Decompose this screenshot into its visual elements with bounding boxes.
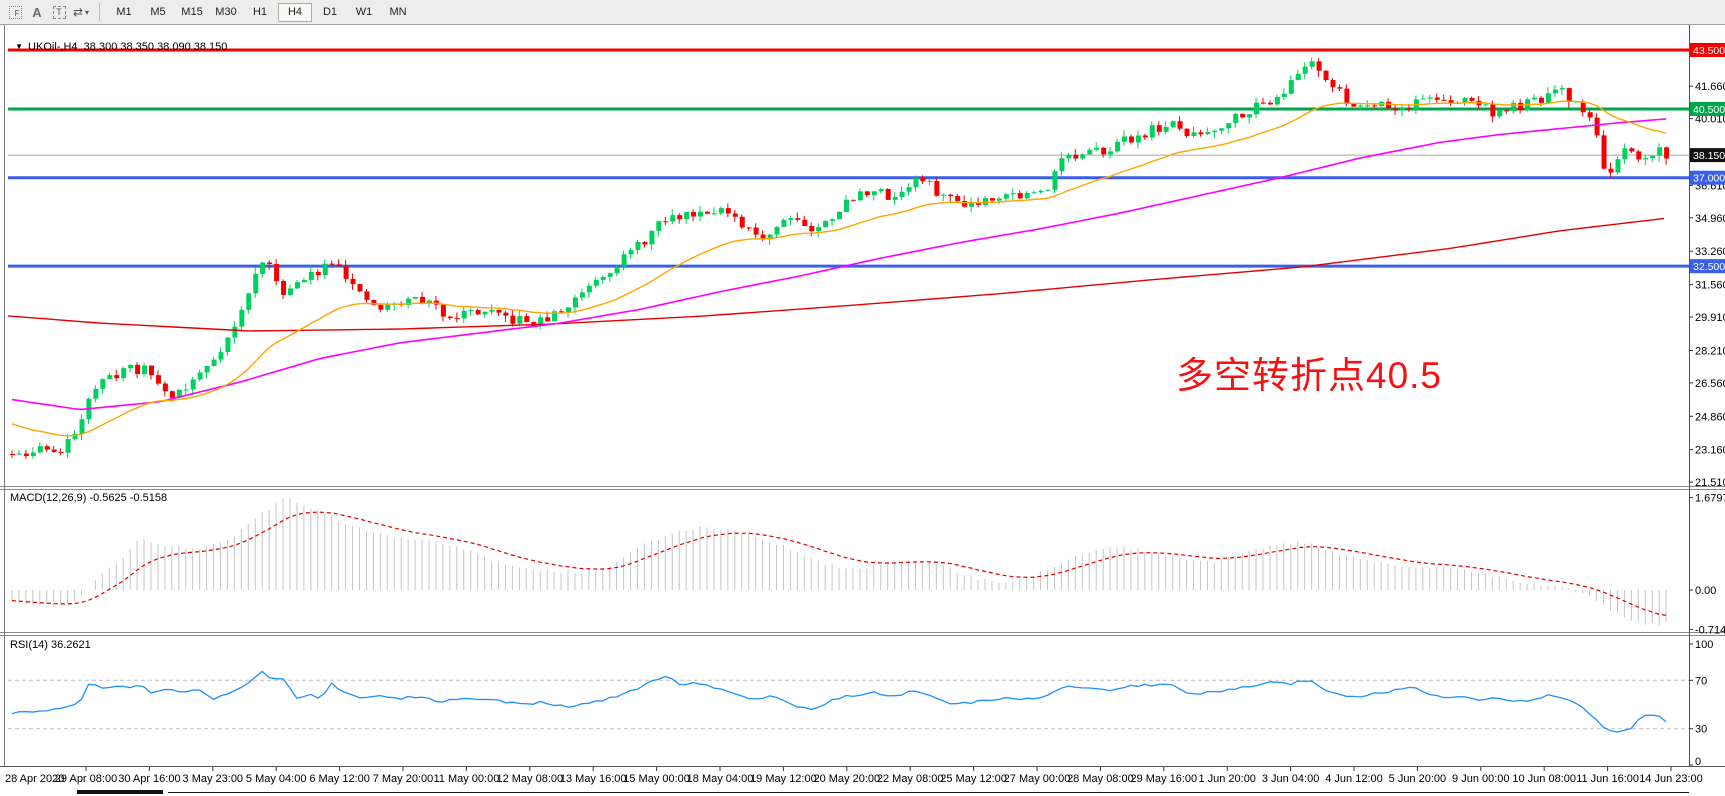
svg-text:4 Jun 12:00: 4 Jun 12:00 [1325, 773, 1383, 785]
text-label-icon: T [52, 5, 66, 19]
svg-text:1 Jun 20:00: 1 Jun 20:00 [1198, 773, 1256, 785]
fibonacci-icon: F [8, 5, 22, 19]
svg-text:14 Jun 23:00: 14 Jun 23:00 [1639, 773, 1703, 785]
svg-text:3 May 23:00: 3 May 23:00 [183, 773, 244, 785]
svg-text:41.660: 41.660 [1695, 81, 1725, 93]
svg-text:28 Apr 2020: 28 Apr 2020 [5, 773, 64, 785]
svg-text:6 May 12:00: 6 May 12:00 [309, 773, 370, 785]
timeframe-button-M5[interactable]: M5 [150, 5, 166, 18]
symbol-dropdown-caret-icon[interactable]: ▼ [15, 42, 24, 51]
text-tool-button[interactable]: A [26, 2, 48, 22]
svg-text:5 May 04:00: 5 May 04:00 [246, 773, 307, 785]
svg-text:40.500: 40.500 [1693, 104, 1725, 116]
svg-text:33.260: 33.260 [1695, 246, 1725, 258]
svg-text:0: 0 [1695, 756, 1701, 768]
timeframe-button-M15[interactable]: M15 [181, 5, 203, 18]
svg-text:18 May 04:00: 18 May 04:00 [687, 773, 754, 785]
svg-text:11 May 00:00: 11 May 00:00 [433, 773, 499, 785]
svg-text:0.00: 0.00 [1695, 585, 1716, 597]
svg-text:30: 30 [1695, 724, 1707, 736]
svg-text:3 Jun 04:00: 3 Jun 04:00 [1262, 773, 1320, 785]
chart-title-text: UKOil-,H4 38.300 38.350 38.090 38.150 [28, 41, 228, 53]
timeframe-button-M1[interactable]: M1 [116, 5, 132, 18]
svg-text:100: 100 [1695, 639, 1713, 651]
arrows-icon: ⇄ [72, 5, 84, 19]
svg-text:25 May 12:00: 25 May 12:00 [940, 773, 1007, 785]
svg-text:29.910: 29.910 [1695, 312, 1725, 324]
svg-text:21.510: 21.510 [1695, 477, 1725, 489]
toolbar-separator [99, 3, 100, 21]
svg-text:34.960: 34.960 [1695, 213, 1725, 225]
svg-text:11 Jun 16:00: 11 Jun 16:00 [1576, 773, 1639, 785]
svg-text:22 May 08:00: 22 May 08:00 [877, 773, 944, 785]
timeframe-button-H1[interactable]: H1 [252, 5, 268, 18]
svg-text:15 May 00:00: 15 May 00:00 [623, 773, 690, 785]
svg-text:31.560: 31.560 [1695, 280, 1725, 292]
svg-text:29 May 16:00: 29 May 16:00 [1130, 773, 1197, 785]
svg-text:9 Jun 00:00: 9 Jun 00:00 [1452, 773, 1510, 785]
svg-text:28.210: 28.210 [1695, 345, 1725, 357]
svg-text:24.860: 24.860 [1695, 411, 1725, 423]
svg-text:13 May 16:00: 13 May 16:00 [560, 773, 627, 785]
svg-text:10 Jun 08:00: 10 Jun 08:00 [1512, 773, 1576, 785]
chart-text-annotation[interactable]: 多空转折点40.5 [1176, 355, 1443, 396]
timeframe-button-M30[interactable]: M30 [215, 5, 237, 18]
rsi-indicator-label: RSI(14) 36.2621 [10, 639, 91, 651]
horizontal-scrollbar-track-line [168, 792, 1689, 793]
svg-text:12 May 08:00: 12 May 08:00 [496, 773, 563, 785]
svg-text:19 May 12:00: 19 May 12:00 [750, 773, 817, 785]
svg-text:43.500: 43.500 [1693, 45, 1725, 57]
toolbar: F A T ⇄ ▾ M1 M5 M15 M30 H1 H4 D1 W1 MN [0, 0, 1725, 25]
svg-text:1.6797: 1.6797 [1695, 493, 1725, 505]
svg-text:27 May 00:00: 27 May 00:00 [1004, 773, 1071, 785]
svg-text:29 Apr 08:00: 29 Apr 08:00 [55, 773, 117, 785]
timeframe-button-MN[interactable]: MN [389, 5, 407, 18]
timeframe-button-H4[interactable]: H4 [278, 2, 312, 22]
dropdown-caret-icon: ▾ [85, 7, 90, 17]
arrows-tool-button[interactable]: ⇄ ▾ [70, 2, 92, 22]
chart-canvas[interactable]: 41.66040.01036.61034.96033.26031.56029.9… [0, 25, 1725, 796]
svg-text:40.010: 40.010 [1695, 114, 1725, 126]
svg-text:5 Jun 20:00: 5 Jun 20:00 [1389, 773, 1447, 785]
timeframe-button-D1[interactable]: D1 [322, 5, 338, 18]
svg-text:23.160: 23.160 [1695, 445, 1725, 457]
svg-text:70: 70 [1695, 675, 1707, 687]
svg-text:38.150: 38.150 [1693, 150, 1725, 162]
svg-text:28 May 08:00: 28 May 08:00 [1067, 773, 1134, 785]
horizontal-scrollbar-thumb[interactable] [77, 790, 163, 794]
text-label-tool-button[interactable]: T [48, 2, 70, 22]
timeframe-button-W1[interactable]: W1 [355, 5, 373, 18]
chart-title: ▼ UKOil-,H4 38.300 38.350 38.090 38.150 [9, 29, 227, 53]
macd-indicator-label: MACD(12,26,9) -0.5625 -0.5158 [10, 492, 168, 504]
svg-text:20 May 20:00: 20 May 20:00 [813, 773, 880, 785]
svg-text:-0.7149: -0.7149 [1695, 624, 1725, 636]
fibonacci-tool-button[interactable]: F [4, 2, 26, 22]
svg-text:26.560: 26.560 [1695, 378, 1725, 390]
svg-text:32.500: 32.500 [1693, 261, 1725, 273]
svg-text:30 Apr 16:00: 30 Apr 16:00 [118, 773, 180, 785]
svg-text:37.000: 37.000 [1693, 173, 1725, 185]
svg-text:7 May 20:00: 7 May 20:00 [373, 773, 434, 785]
timeframe-button-group: M1 M5 M15 M30 H1 H4 D1 W1 MN [107, 2, 415, 22]
text-icon: A [32, 4, 42, 20]
